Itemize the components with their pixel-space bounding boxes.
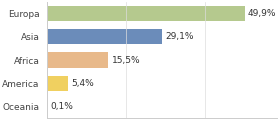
Text: 49,9%: 49,9% (248, 9, 276, 18)
Text: 15,5%: 15,5% (112, 55, 140, 65)
Bar (47, 99, 48, 114)
Text: 0,1%: 0,1% (51, 102, 74, 111)
Bar (47, 52, 108, 68)
Bar (47, 29, 162, 44)
Text: 5,4%: 5,4% (72, 79, 94, 88)
Text: 29,1%: 29,1% (165, 32, 194, 41)
Bar (47, 6, 245, 21)
Bar (47, 76, 69, 91)
